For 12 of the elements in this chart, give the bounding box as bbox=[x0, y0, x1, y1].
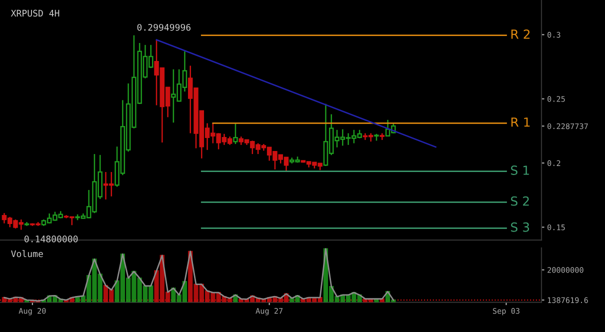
series-label: S 1 bbox=[511, 166, 529, 175]
candlestick bbox=[380, 132, 385, 141]
candlestick bbox=[233, 122, 238, 145]
annotation: 0.14800000 bbox=[24, 236, 78, 242]
series-label: S 3 bbox=[511, 222, 530, 232]
series-label: R 2 bbox=[511, 29, 530, 39]
text: XRPUSD 4H bbox=[10, 10, 60, 17]
series-label: S 2 bbox=[511, 196, 529, 206]
series-label: R 1 bbox=[511, 118, 530, 127]
chart-title: Volume bbox=[11, 250, 43, 258]
line-series bbox=[4, 248, 394, 302]
annotation: 0.29949996 bbox=[137, 24, 191, 31]
